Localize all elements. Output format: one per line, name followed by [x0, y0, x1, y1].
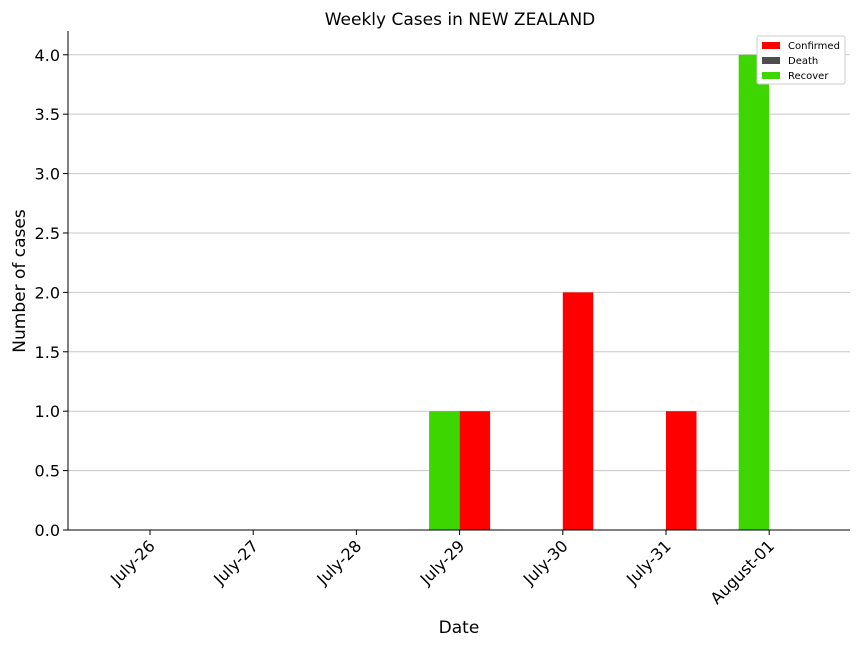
- y-tick-label: 1.0: [35, 402, 60, 421]
- x-tick-label: July-27: [209, 536, 262, 589]
- y-tick-label: 0.5: [35, 462, 60, 481]
- x-tick-label: August-01: [707, 536, 779, 608]
- x-tick-label: July-31: [622, 536, 675, 589]
- x-tick-label: July-26: [106, 536, 159, 589]
- legend: Confirmed Death Recover: [756, 35, 846, 85]
- legend-swatch-recover: [762, 72, 780, 79]
- y-tick-label: 4.0: [35, 46, 60, 65]
- bar-recover-july-29: [429, 411, 460, 530]
- y-tick-label: 3.5: [35, 105, 60, 124]
- legend-swatch-confirmed: [762, 42, 780, 49]
- x-tick-label: July-30: [519, 536, 572, 589]
- gridlines: [68, 54, 850, 472]
- x-tick-label: July-29: [416, 536, 469, 589]
- legend-label-recover: Recover: [788, 71, 829, 82]
- y-tick-label: 2.0: [35, 283, 60, 302]
- y-tick-label: 1.5: [35, 343, 60, 362]
- bars: [429, 54, 770, 531]
- bar-confirmed-july-31: [666, 411, 697, 530]
- legend-swatch-death: [762, 57, 780, 64]
- y-axis-title: Number of cases: [10, 209, 30, 353]
- bar-confirmed-july-29: [459, 411, 491, 530]
- chart-title: Weekly Cases in NEW ZEALAND: [325, 10, 596, 30]
- legend-label-confirmed: Confirmed: [788, 41, 840, 52]
- y-tick-label: 3.0: [35, 165, 60, 184]
- bar-confirmed-july-30: [562, 292, 594, 530]
- x-axis-ticks: July-26 July-27 July-28 July-29 July-30 July-…: [106, 530, 778, 608]
- x-axis-title: Date: [439, 618, 480, 638]
- legend-label-death: Death: [788, 56, 818, 67]
- x-tick-label: July-28: [312, 536, 365, 589]
- y-axis-ticks: 0.0 0.5 1.0 1.5 2.0 2.5 3.0 3.5 4.0: [35, 46, 68, 540]
- y-tick-label: 2.5: [35, 224, 60, 243]
- y-tick-label: 0.0: [35, 521, 60, 540]
- bar-recover-august-01: [738, 54, 770, 531]
